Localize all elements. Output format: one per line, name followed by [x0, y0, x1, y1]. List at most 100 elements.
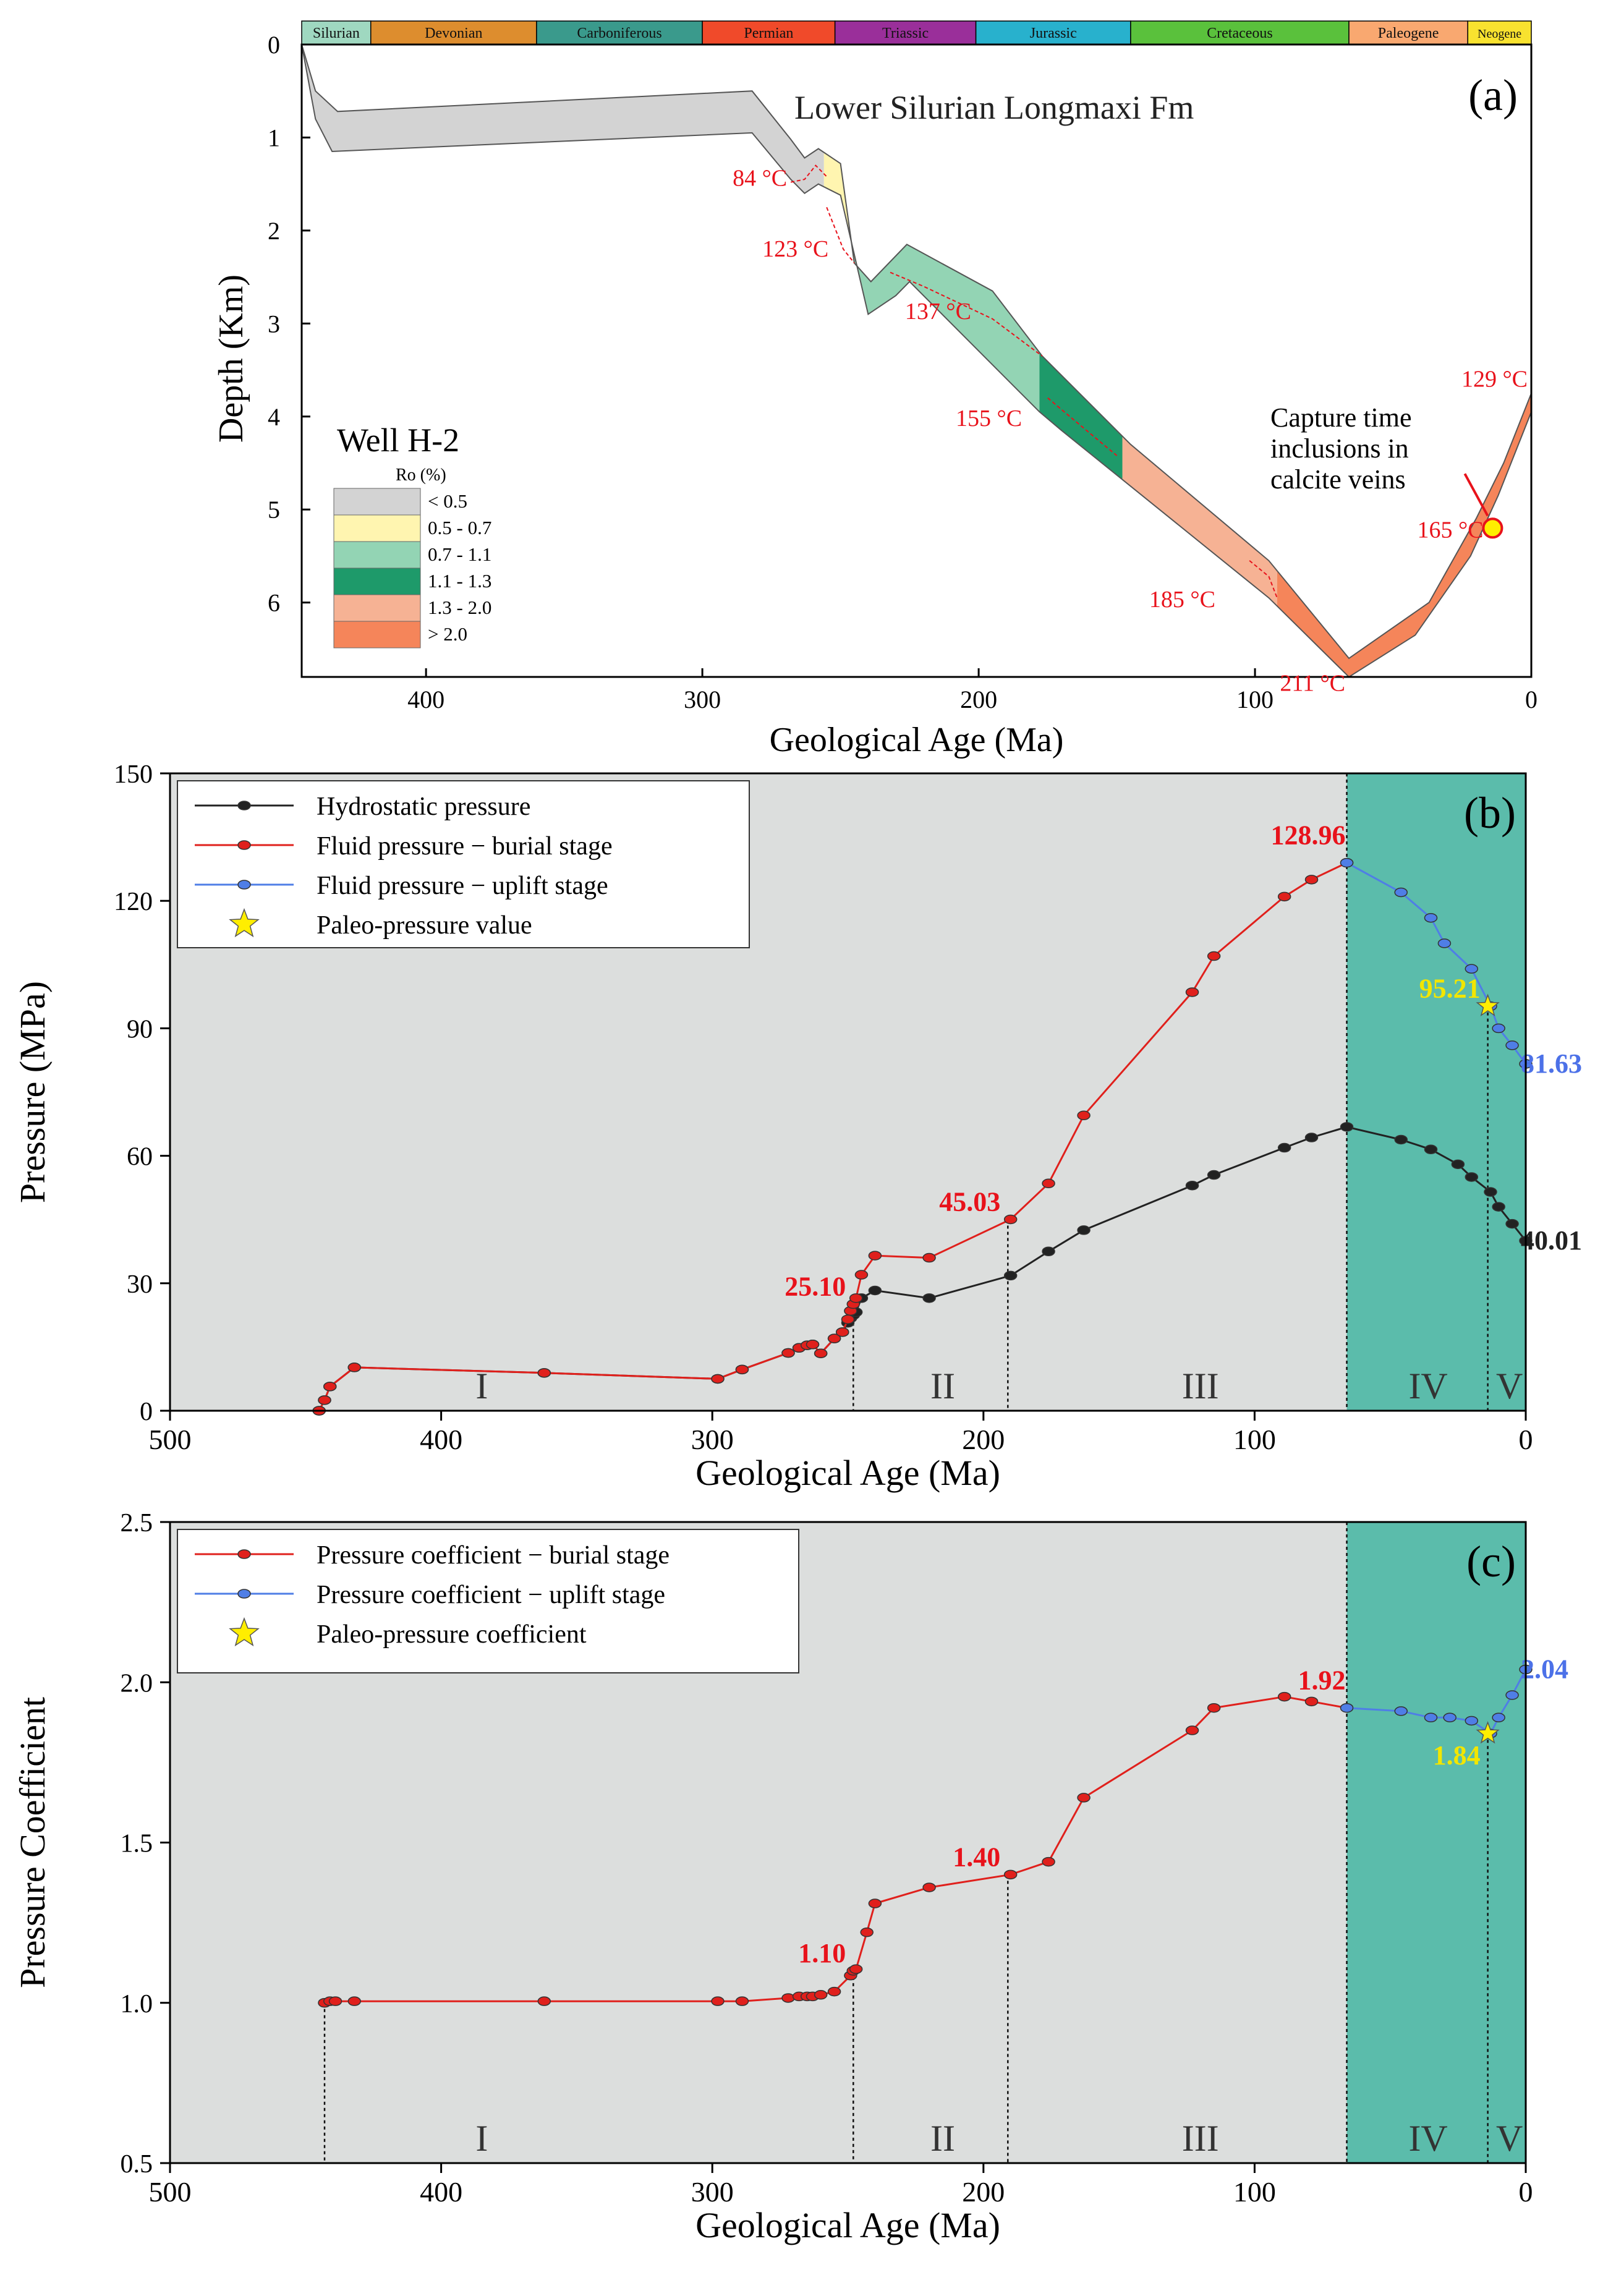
legend-label: Fluid pressure − burial stage	[317, 832, 613, 861]
data-point	[1185, 1180, 1199, 1191]
data-point	[781, 1348, 795, 1358]
x-tick-label: 400	[407, 686, 444, 713]
legend-marker	[237, 1549, 251, 1559]
data-point	[1042, 1178, 1055, 1189]
y-axis-label: Pressure Coefficient	[12, 1697, 53, 1988]
capture-annotation-line: calcite veins	[1270, 464, 1406, 495]
data-point	[868, 1285, 882, 1296]
data-point	[537, 1996, 551, 2006]
period-label: Neogene	[1478, 27, 1521, 41]
y-tick-label: 60	[127, 1143, 153, 1171]
data-point	[841, 1314, 855, 1324]
data-point	[1077, 1793, 1091, 1803]
data-point	[1465, 1716, 1479, 1726]
data-label: 95.21	[1419, 974, 1481, 1004]
data-label: 40.01	[1521, 1225, 1582, 1256]
legend-swatch	[333, 488, 421, 516]
data-point	[1304, 875, 1319, 885]
capture-point-marker	[1482, 517, 1503, 539]
data-point	[1451, 1159, 1465, 1170]
stage-label: V	[1496, 2118, 1523, 2159]
data-point	[328, 1996, 342, 2006]
data-point	[1424, 1712, 1438, 1723]
band-top-edge	[301, 44, 1532, 660]
period-silurian	[301, 20, 372, 45]
data-point	[827, 1333, 841, 1343]
axes-frame	[300, 43, 1533, 678]
legend-label: 0.7 - 1.1	[428, 543, 491, 565]
data-point	[781, 1993, 795, 2003]
legend-marker	[237, 1589, 251, 1599]
y-tick-label: 2.0	[121, 1669, 153, 1698]
data-point	[1505, 1218, 1519, 1229]
y-tick-label: 30	[127, 1270, 153, 1299]
ro-boundary-line	[1249, 560, 1278, 598]
y-axis-label: Depth (Km)	[212, 274, 250, 443]
x-tick-label: 300	[691, 2176, 734, 2208]
data-point	[711, 1374, 725, 1384]
data-point	[735, 1996, 749, 2006]
x-axis-label: Geological Age (Ma)	[695, 2205, 1000, 2245]
x-tick-label: 0	[1519, 2176, 1533, 2208]
legend-star-marker	[229, 908, 260, 938]
data-point	[814, 1990, 828, 2000]
legend-marker	[237, 880, 251, 890]
panel-a: Silurian Devonian Carboniferous Permian Tria…	[212, 20, 1537, 759]
x-tick-label: 100	[1233, 2176, 1276, 2208]
stage-label: I	[475, 2118, 488, 2159]
y-tick-label: 1	[268, 124, 280, 151]
data-point	[1340, 1122, 1354, 1132]
band-segment-ro-13_20	[1122, 436, 1277, 606]
legend-label: 0.5 - 0.7	[428, 517, 491, 538]
data-label: 1.10	[798, 1938, 846, 1968]
data-point	[347, 1996, 361, 2006]
data-point	[1424, 912, 1438, 923]
legend-label: 1.3 - 2.0	[428, 597, 491, 618]
panel-label-c: (c)	[1466, 1537, 1516, 1586]
data-point	[1042, 1856, 1055, 1867]
data-point	[1424, 1144, 1438, 1155]
x-tick-label: 500	[149, 1424, 192, 1455]
stage-label: IV	[1408, 1366, 1447, 1406]
y-tick-label: 6	[268, 589, 280, 617]
data-point	[854, 1270, 869, 1280]
data-point	[1207, 1703, 1221, 1713]
panel-b: I II III IV V128.9645.0325.1095.2181.6340.01…	[12, 760, 1582, 1493]
data-point	[318, 1395, 331, 1405]
y-axis-label: Pressure (MPa)	[12, 981, 53, 1203]
data-point	[1465, 1172, 1479, 1182]
data-point	[1277, 1142, 1291, 1153]
data-point	[849, 1293, 863, 1303]
data-label: 1.84	[1433, 1740, 1481, 1771]
legend-box	[177, 780, 750, 948]
period-label: Silurian	[313, 25, 360, 41]
data-point	[1042, 1246, 1055, 1256]
legend-label: Hydrostatic pressure	[317, 793, 530, 821]
stage-label: V	[1496, 1366, 1523, 1406]
data-point	[1185, 987, 1199, 997]
stage-label: III	[1182, 2118, 1219, 2159]
band-segment-ro-05_07	[823, 152, 854, 263]
series-fluid-pressure-uplift-stage	[1340, 857, 1533, 1069]
band-segment-ro-11_13	[1039, 352, 1123, 480]
data-point	[922, 1882, 936, 1892]
y-tick-label: 1.0	[121, 1990, 153, 2018]
series-fluid-pressure-burial-stage	[312, 857, 1354, 1416]
period-label: Carboniferous	[577, 25, 661, 41]
band-bottom-edge	[301, 44, 1532, 678]
y-tick-label: 0	[268, 31, 280, 59]
ro-boundary-line	[826, 206, 855, 264]
x-tick-label: 0	[1525, 686, 1537, 713]
period-label: Triassic	[882, 25, 929, 41]
data-point	[868, 1251, 882, 1261]
data-point	[1003, 1214, 1018, 1225]
y-tick-label: 1.5	[121, 1830, 153, 1858]
x-tick-label: 400	[420, 1424, 462, 1455]
data-point	[806, 1340, 820, 1350]
x-tick-label: 100	[1236, 686, 1274, 713]
stage-label: I	[475, 1366, 488, 1406]
temperature-label: 155 °C	[956, 406, 1022, 432]
stage-label: II	[930, 1366, 955, 1406]
data-point	[922, 1293, 936, 1303]
x-tick-label: 100	[1233, 1424, 1276, 1455]
